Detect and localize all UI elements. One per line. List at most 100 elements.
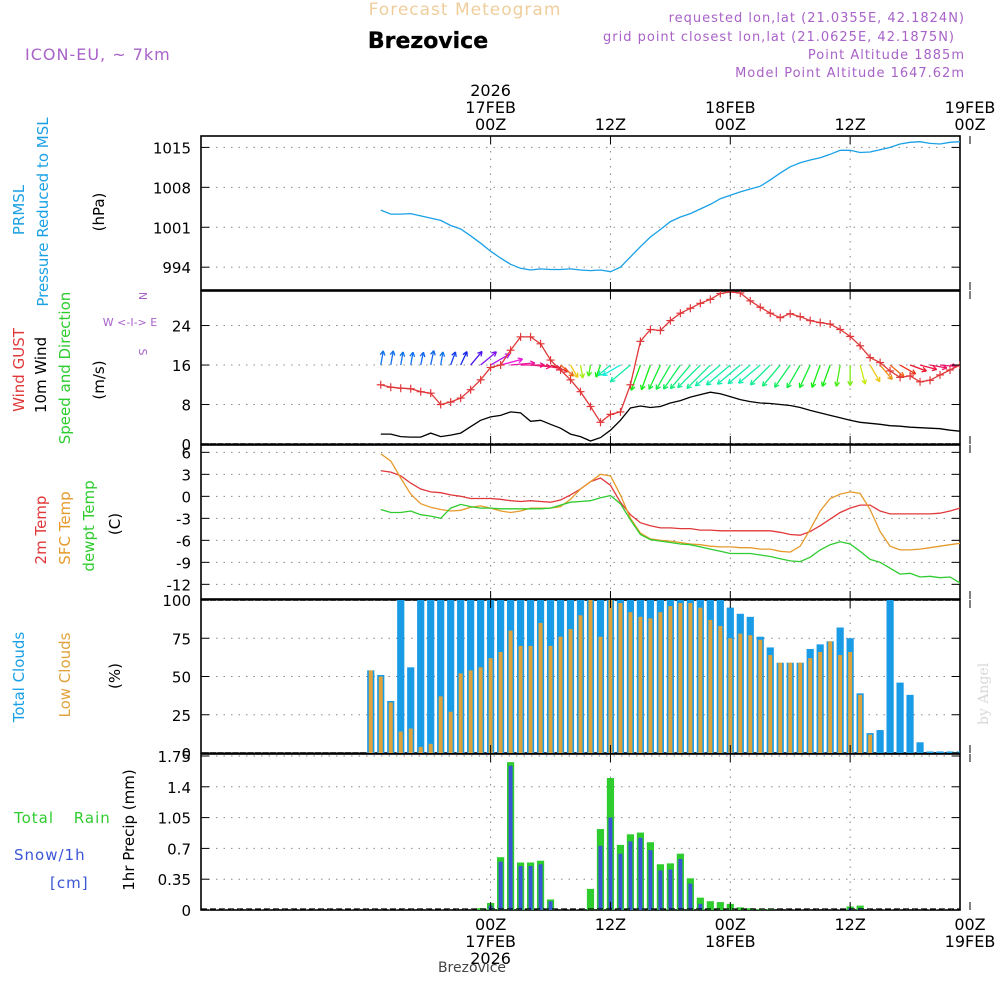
- gust-marker: [996, 372, 1000, 380]
- low-clouds-bar: [868, 734, 873, 753]
- top-time-label: 00Z: [715, 115, 746, 134]
- snow-1h-bar: [638, 837, 643, 910]
- top-time-label: 2026: [470, 81, 511, 100]
- gust-marker: [676, 309, 685, 318]
- total-rain-bar: [736, 907, 744, 910]
- y-tick-label: 75: [172, 630, 191, 648]
- wind-panel: 0 8 16 24: [172, 290, 1000, 454]
- low-clouds-bar: [658, 612, 663, 753]
- gust-marker: [966, 359, 974, 367]
- total-clouds-bar: [986, 751, 993, 753]
- wind-arrow: [640, 364, 652, 391]
- pressure-frame: [200, 135, 961, 291]
- top-time-label: 00Z: [475, 115, 506, 134]
- wind-arrow: [869, 364, 881, 383]
- gust-marker: [836, 325, 845, 334]
- wind-arrow: [959, 365, 960, 366]
- prmsl-label: PRMSL: [10, 184, 28, 235]
- wind-arrow: [389, 350, 396, 366]
- wind-arrow: [419, 351, 426, 366]
- y-tick-label: -12: [167, 576, 192, 594]
- low-clouds-bar: [858, 694, 863, 753]
- gust-marker: [606, 410, 615, 419]
- low-clouds-bar: [558, 636, 563, 753]
- low-clouds-bar: [788, 662, 793, 753]
- wind-arrow: [761, 364, 781, 387]
- gust-marker: [496, 361, 505, 370]
- gust-marker: [526, 332, 535, 341]
- low-clouds-bar: [498, 652, 503, 753]
- dewpt-temp-line: [380, 494, 960, 584]
- low-clouds-bar: [418, 746, 423, 753]
- temp-dewpt-label: dewpt Temp: [80, 480, 98, 571]
- gust-marker: [716, 291, 725, 298]
- gust-marker: [656, 326, 665, 335]
- snow-1h-bar: [648, 850, 653, 910]
- low-clouds-bar: [488, 658, 493, 753]
- low-clouds-bar: [638, 616, 643, 753]
- bottom-time-label: 17FEB: [465, 932, 516, 951]
- cloud-labels: Total Clouds Low Clouds (%): [10, 632, 124, 724]
- temperature-panel: -12 -9 -6 -3 0 3 6: [167, 444, 971, 600]
- total-clouds-bar: [916, 742, 924, 753]
- snow-1h-bar: [528, 866, 533, 910]
- snow-1h-bar: [498, 861, 503, 910]
- total-clouds-bar: [447, 600, 455, 753]
- y-tick-label: 0: [181, 902, 191, 920]
- wind-arrow: [899, 364, 917, 375]
- wind-arrow: [677, 364, 701, 389]
- low-clouds-bar: [368, 670, 373, 753]
- y-tick-label: 1.05: [158, 810, 191, 828]
- point-altitude: Point Altitude 1885m: [808, 48, 965, 63]
- bottom-time-label: 19FEB: [945, 932, 996, 951]
- y-tick-label: 1015: [153, 139, 191, 157]
- low-clouds-bar: [688, 603, 693, 753]
- wind-arrow: [586, 364, 593, 377]
- gust-marker: [636, 337, 645, 346]
- low-clouds-bar: [728, 638, 733, 753]
- y-tick-label: 0.35: [158, 871, 191, 889]
- y-tick-label: 6: [181, 444, 191, 462]
- gust-marker: [846, 332, 855, 341]
- gust-marker: [766, 309, 775, 318]
- gust-marker: [446, 398, 455, 407]
- gust-marker: [796, 312, 805, 321]
- wind-arrow: [470, 350, 483, 366]
- y-tick-label: 25: [172, 707, 191, 725]
- wind-arrow: [569, 364, 579, 379]
- total-rain-bar: [586, 888, 595, 910]
- low-clouds-bar: [538, 622, 543, 753]
- wind-arrow: [773, 364, 791, 388]
- low-clouds-bar: [698, 607, 703, 753]
- gust-marker: [906, 371, 915, 380]
- total-rain-bar: [716, 902, 724, 910]
- low-clouds-bar: [518, 645, 523, 753]
- wind-arrow: [379, 350, 386, 366]
- wind-10m-label: 10m Wind: [32, 337, 50, 413]
- total-rain-bar: [696, 897, 704, 910]
- temperature-frame: [200, 444, 961, 600]
- wind-arrow: [648, 364, 661, 390]
- bottom-time-label: 00Z: [475, 915, 506, 934]
- low-clouds-bar: [528, 645, 533, 753]
- gust-marker: [876, 358, 885, 367]
- pressure-panel: 994 1001 1008 1015: [153, 135, 971, 291]
- y-tick-label: 24: [172, 318, 191, 336]
- snow-1h-bar: [658, 870, 663, 910]
- y-tick-label: 100: [162, 592, 191, 610]
- y-tick-label: -9: [176, 554, 191, 572]
- wind-arrow: [409, 351, 416, 366]
- wind-arrow: [847, 365, 854, 386]
- low-clouds-label: Low Clouds: [56, 632, 74, 717]
- total-clouds-bar: [437, 600, 445, 753]
- low-clouds-bar: [708, 619, 713, 753]
- low-clouds-bar: [478, 667, 483, 753]
- percent-unit: (%): [106, 663, 124, 689]
- y-tick-label: 1001: [153, 219, 191, 237]
- gust-marker: [736, 291, 745, 297]
- total-clouds-bar: [417, 600, 425, 753]
- gust-marker: [626, 380, 635, 389]
- precip-unit-label: 1hr Precip (mm): [120, 769, 138, 890]
- subtitle: Forecast Meteogram: [369, 0, 562, 20]
- gust-marker: [946, 365, 955, 374]
